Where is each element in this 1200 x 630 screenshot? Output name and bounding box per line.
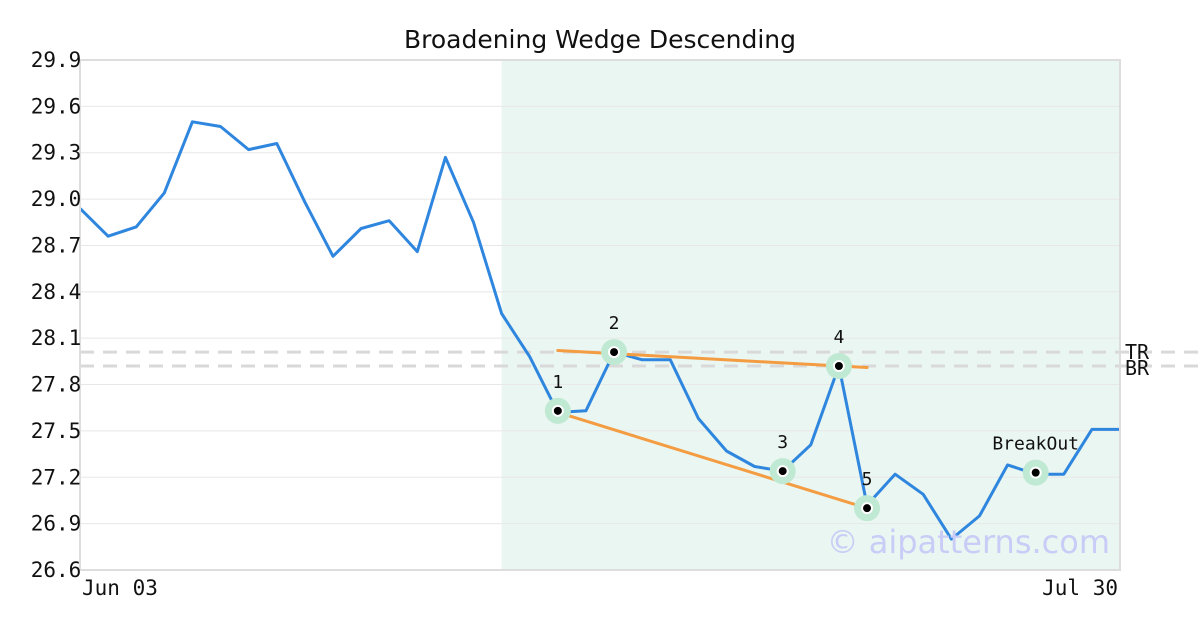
pattern-point-2: 2 <box>601 313 628 366</box>
point-marker <box>832 360 845 372</box>
y-tick-label: 28.1 <box>31 326 82 350</box>
point-label: 2 <box>609 313 620 334</box>
level-label-tr: TR <box>1125 340 1150 364</box>
pattern-point-4: 4 <box>825 327 852 379</box>
y-tick-label: 27.5 <box>31 419 82 443</box>
y-tick-label: 27.2 <box>31 465 82 489</box>
point-label: 1 <box>552 372 563 393</box>
point-marker <box>551 404 564 417</box>
pattern-highlight-region <box>501 60 1121 570</box>
lower-trendline <box>556 410 869 510</box>
pattern-point-3: 3 <box>769 432 796 485</box>
point-label: 5 <box>862 469 873 490</box>
y-tick-label: 27.8 <box>31 373 82 397</box>
gridlines <box>80 59 1120 571</box>
price-line <box>78 120 1120 541</box>
y-tick-label: 28.7 <box>31 233 82 257</box>
highlight-band <box>501 60 1121 570</box>
y-axis-ticks: 26.6 26.9 27.2 27.5 27.8 28.1 28.4 28.7 29.0 29.3… <box>31 48 82 582</box>
price-line-group <box>78 120 1120 541</box>
point-marker <box>608 346 621 359</box>
y-tick-label: 26.6 <box>31 558 82 582</box>
level-label-br: BR <box>1125 356 1150 380</box>
x-axis-ticks: Jun 03 Jul 30 <box>82 576 1118 600</box>
chart-title: Broadening Wedge Descending <box>404 25 796 54</box>
watermark: © aipatterns.com <box>827 523 1110 561</box>
pattern-point-5: 5 <box>854 469 881 522</box>
plot-frame <box>79 59 1121 571</box>
point-label: 4 <box>833 327 844 348</box>
pattern-point-breakout: BreakOut <box>992 434 1079 486</box>
point-marker <box>776 465 789 478</box>
y-tick-label: 29.3 <box>31 141 82 165</box>
point-label: BreakOut <box>992 434 1079 455</box>
pattern-points: 1 2 3 4 5 BreakOut <box>544 313 1079 522</box>
x-tick-label-start: Jun 03 <box>82 576 158 600</box>
y-tick-label: 26.9 <box>31 512 82 536</box>
point-marker <box>861 502 874 515</box>
pattern-point-1: 1 <box>544 372 571 424</box>
point-marker <box>1029 466 1042 479</box>
y-tick-label: 29.0 <box>31 187 82 211</box>
y-tick-label: 28.4 <box>31 280 82 304</box>
point-label: 3 <box>777 432 788 453</box>
y-tick-label: 29.6 <box>31 94 82 118</box>
y-tick-label: 29.9 <box>31 48 82 72</box>
x-tick-label-end: Jul 30 <box>1042 576 1118 600</box>
